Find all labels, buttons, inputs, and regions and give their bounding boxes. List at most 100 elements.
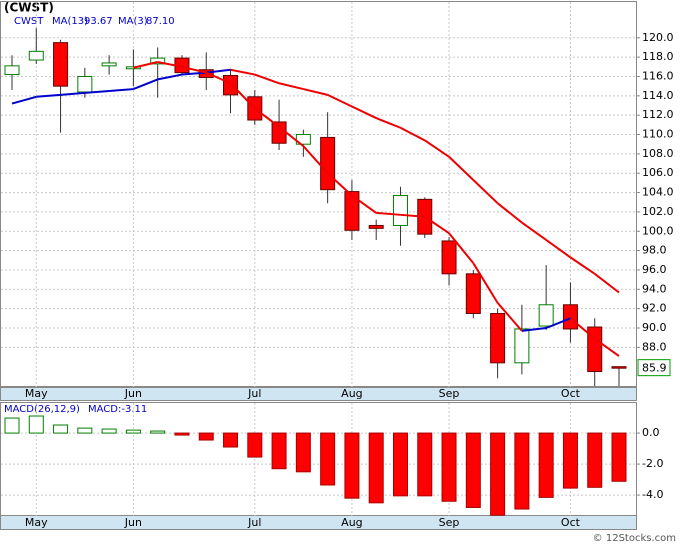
ma-line bbox=[181, 71, 207, 76]
ma-line bbox=[327, 93, 353, 108]
candle-body bbox=[562, 304, 578, 330]
macd-bar bbox=[344, 432, 360, 499]
x-tick-label: Aug bbox=[341, 387, 362, 400]
macd-bar bbox=[538, 432, 554, 498]
y-tick-label: 120.0 bbox=[642, 31, 674, 44]
candle-body bbox=[441, 240, 457, 275]
ma-line bbox=[278, 82, 304, 91]
x-tick-label: Sep bbox=[439, 387, 460, 400]
macd-bar bbox=[28, 415, 44, 434]
ma-line bbox=[545, 317, 571, 329]
y-tick-label: -4.0 bbox=[642, 488, 663, 501]
candle-body bbox=[490, 312, 506, 364]
candle-body bbox=[320, 136, 336, 191]
y-tick-label: 114.0 bbox=[642, 89, 674, 102]
ma-line bbox=[181, 65, 207, 74]
ma-line bbox=[278, 126, 304, 147]
ma-line bbox=[205, 71, 231, 85]
macd-bar bbox=[174, 432, 190, 436]
y-tick-label: 112.0 bbox=[642, 108, 674, 121]
ma-line bbox=[157, 73, 183, 81]
ma-line bbox=[206, 68, 231, 74]
legend-text: MA(13) bbox=[52, 16, 88, 27]
x-tick-label: Jun bbox=[124, 516, 142, 529]
ma-line bbox=[545, 239, 572, 259]
x-strip bbox=[0, 515, 637, 530]
legend-text: MACD:-3.11 bbox=[88, 404, 147, 415]
ma-line bbox=[521, 221, 547, 241]
x-tick-label: Jul bbox=[247, 516, 261, 529]
candle-body bbox=[101, 62, 117, 67]
ma-line bbox=[254, 107, 280, 128]
footer: © 12Stocks.com bbox=[593, 533, 676, 544]
ma-line bbox=[594, 337, 620, 357]
x-tick-label: Jul bbox=[247, 387, 261, 400]
y-tick-label: 0.0 bbox=[642, 426, 660, 439]
ma-line bbox=[302, 145, 329, 174]
ma-line bbox=[254, 73, 280, 85]
macd-bar bbox=[368, 432, 384, 504]
macd-bar bbox=[417, 432, 433, 497]
macd-bar bbox=[490, 432, 506, 516]
y-tick-label: 108.0 bbox=[642, 147, 674, 160]
price-panel bbox=[0, 1, 637, 387]
candle-body bbox=[368, 224, 384, 229]
ma-line bbox=[133, 78, 159, 90]
macd-bar bbox=[77, 427, 93, 434]
candle-body bbox=[344, 191, 360, 231]
candle-body bbox=[4, 65, 20, 76]
macd-bar bbox=[295, 432, 311, 473]
ma-line bbox=[448, 232, 475, 264]
ma-line bbox=[229, 82, 256, 110]
macd-bar bbox=[101, 428, 117, 434]
macd-bar bbox=[465, 432, 481, 508]
y-tick-label: 98.0 bbox=[642, 244, 667, 257]
ma-line bbox=[569, 256, 596, 275]
x-tick-label: Jun bbox=[124, 387, 142, 400]
ma-line bbox=[472, 262, 499, 304]
ma-line bbox=[109, 88, 134, 92]
x-tick-label: May bbox=[25, 516, 48, 529]
legend-text: MA(3) bbox=[118, 16, 148, 27]
ma-line bbox=[157, 60, 183, 68]
candle-body bbox=[271, 121, 287, 144]
ma-line bbox=[521, 326, 547, 332]
y-tick-label: 106.0 bbox=[642, 166, 674, 179]
candle-body bbox=[611, 366, 627, 369]
ma-line bbox=[351, 105, 377, 119]
macd-bar bbox=[514, 432, 530, 510]
macd-bar bbox=[587, 432, 603, 488]
candle-body bbox=[538, 304, 554, 327]
y-tick-label: 94.0 bbox=[642, 282, 667, 295]
candle-body bbox=[28, 50, 44, 61]
y-tick-label: 110.0 bbox=[642, 128, 674, 141]
ma-line bbox=[424, 139, 450, 158]
y-tick-label: 90.0 bbox=[642, 321, 667, 334]
legend-text: 93.67 bbox=[84, 16, 113, 27]
ma-line bbox=[496, 302, 523, 332]
candle-body bbox=[77, 75, 93, 93]
last-price-label: 85.9 bbox=[642, 362, 667, 375]
macd-bar bbox=[150, 430, 166, 434]
ma-line bbox=[376, 211, 401, 216]
macd-bar bbox=[392, 432, 408, 497]
candle-body bbox=[150, 57, 166, 65]
y-tick-label: 116.0 bbox=[642, 69, 674, 82]
x-strip bbox=[0, 387, 637, 401]
legend-text: CWST bbox=[14, 16, 44, 27]
candle-body bbox=[392, 194, 408, 226]
ma-line bbox=[303, 88, 328, 96]
ma-line bbox=[133, 61, 158, 69]
y-tick-label: 118.0 bbox=[642, 50, 674, 63]
ma-line bbox=[11, 95, 37, 105]
macd-bar bbox=[441, 432, 457, 502]
ma-line bbox=[400, 126, 426, 142]
macd-bar bbox=[562, 432, 578, 489]
ma-line bbox=[448, 156, 475, 181]
y-tick-label: 102.0 bbox=[642, 205, 674, 218]
ma-line bbox=[594, 273, 620, 294]
macd-bar bbox=[320, 432, 336, 486]
macd-bar bbox=[4, 417, 20, 434]
ma-line bbox=[351, 194, 377, 214]
